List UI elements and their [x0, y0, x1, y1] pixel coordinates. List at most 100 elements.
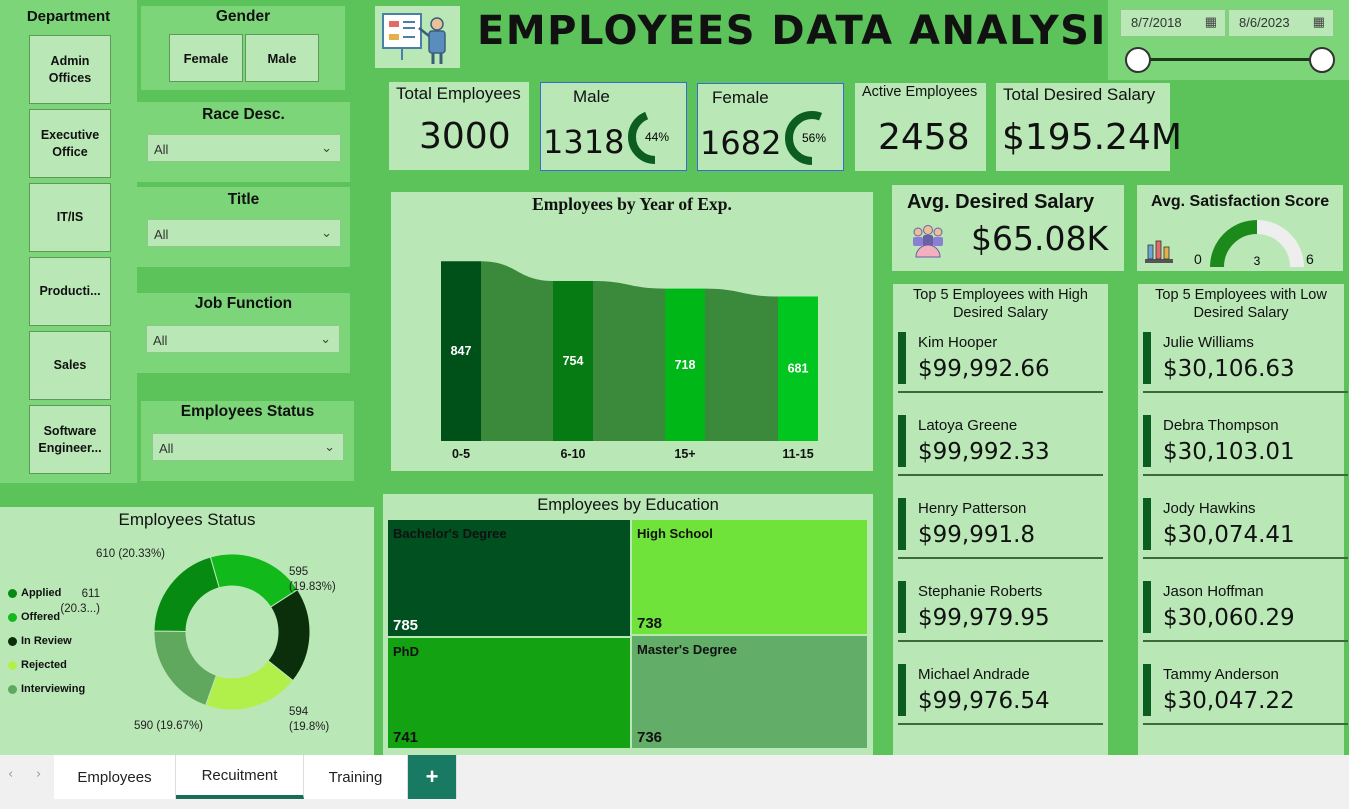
gender-slicer: Gender Female Male	[141, 6, 345, 90]
department-item-production[interactable]: Producti...	[29, 257, 111, 326]
calendar-icon: ▦	[1312, 14, 1325, 29]
education-category-label: Master's Degree	[637, 642, 737, 657]
status-legend-item[interactable]: Applied	[8, 587, 61, 599]
department-item-sales[interactable]: Sales	[29, 331, 111, 400]
experience-bar[interactable]	[778, 296, 818, 441]
active-employees-card: Active Employees 2458	[855, 83, 986, 171]
chevron-down-icon: ⌄	[321, 140, 332, 155]
employee-row: Jason Hoffman $30,060.29	[1143, 581, 1348, 643]
education-cell[interactable]: High School 738	[632, 520, 867, 634]
tab-scroll-left-icon[interactable]: ‹	[8, 767, 14, 782]
status-slice[interactable]	[153, 556, 220, 632]
add-page-button[interactable]: +	[408, 755, 457, 799]
gender-slicer-title: Gender	[215, 8, 271, 25]
education-cell[interactable]: PhD 741	[388, 638, 630, 748]
employee-row: Stephanie Roberts $99,979.95	[898, 581, 1103, 643]
lab-flasks-icon	[1145, 240, 1173, 263]
status-legend-item[interactable]: Offered	[8, 611, 60, 623]
experience-bar[interactable]	[441, 261, 481, 441]
employee-status-dropdown[interactable]: All ⌄	[152, 433, 344, 461]
tab-recruitment[interactable]: Recuitment	[176, 755, 304, 799]
employee-row-divider	[1143, 640, 1348, 642]
employee-row-marker	[898, 581, 906, 633]
presentation-icon	[375, 6, 460, 68]
male-label: Male	[573, 87, 610, 106]
race-slicer-title: Race Desc.	[202, 106, 285, 123]
employee-row: Debra Thompson $30,103.01	[1143, 415, 1348, 477]
education-value-label: 741	[393, 729, 419, 746]
date-slider-start-handle[interactable]	[1125, 47, 1151, 73]
education-value-label: 736	[637, 729, 663, 746]
male-card[interactable]: Male 1318 44%	[540, 82, 687, 171]
race-dropdown-value: All	[154, 142, 169, 157]
male-gauge-arc	[628, 110, 682, 164]
education-value-label: 738	[637, 615, 663, 632]
experience-tick-label: 15+	[674, 447, 695, 461]
experience-bar[interactable]	[665, 288, 705, 441]
chevron-down-icon: ⌄	[320, 331, 331, 346]
department-slicer-title: Department	[26, 8, 111, 25]
male-pct: 44%	[645, 130, 669, 144]
status-legend-item[interactable]: Interviewing	[8, 683, 85, 695]
status-legend-item[interactable]: In Review	[8, 635, 72, 647]
department-item-admin[interactable]: Admin Offices	[29, 35, 111, 104]
experience-chart-card: Employees by Year of Exp. 847 0-5 754 6-10 7…	[391, 192, 873, 471]
job-function-dropdown[interactable]: All ⌄	[146, 325, 340, 353]
legend-dot-icon	[8, 612, 17, 622]
employee-row-marker	[1143, 581, 1151, 633]
team-icon	[913, 225, 943, 258]
status-legend-label: Rejected	[21, 659, 67, 671]
department-item-it[interactable]: IT/IS	[29, 183, 111, 252]
start-date-input[interactable]: 8/7/2018 ▦	[1120, 9, 1226, 37]
status-slice[interactable]	[153, 630, 218, 707]
avg-desired-salary-value: $65.08K	[971, 219, 1109, 258]
employee-salary: $30,106.63	[1163, 356, 1295, 382]
title-dropdown[interactable]: All ⌄	[147, 219, 341, 247]
satisfaction-min: 0	[1194, 251, 1202, 267]
employee-status-chart-title: Employees Status	[118, 510, 256, 529]
status-legend-label: In Review	[21, 635, 72, 647]
status-legend-item[interactable]: Rejected	[8, 659, 67, 671]
education-cell[interactable]: Master's Degree 736	[632, 636, 867, 748]
experience-data-label: 847	[451, 344, 472, 358]
female-card[interactable]: Female 1682 56%	[697, 83, 844, 171]
experience-data-label: 754	[563, 354, 584, 368]
date-slider-end-handle[interactable]	[1309, 47, 1335, 73]
end-date-input[interactable]: 8/6/2023 ▦	[1228, 9, 1334, 37]
satisfaction-gauge-fill	[1210, 220, 1258, 268]
race-slicer: Race Desc. All ⌄	[137, 102, 350, 182]
employee-row-marker	[898, 498, 906, 550]
race-dropdown[interactable]: All ⌄	[147, 134, 341, 162]
education-cell[interactable]: Bachelor's Degree 785	[388, 520, 630, 636]
department-item-software[interactable]: Software Engineer...	[29, 405, 111, 474]
employee-name: Latoya Greene	[918, 417, 1018, 434]
department-item-executive[interactable]: Executive Office	[29, 109, 111, 178]
tab-scroll-right-icon[interactable]: ›	[36, 767, 42, 782]
employee-name: Stephanie Roberts	[918, 583, 1043, 600]
total-desired-salary-label: Total Desired Salary	[1003, 85, 1156, 104]
experience-ribbon	[481, 261, 553, 441]
tab-employees[interactable]: Employees	[54, 755, 176, 799]
date-slider-track[interactable]	[1138, 58, 1323, 61]
title-dropdown-value: All	[154, 227, 169, 242]
gender-male-button[interactable]: Male	[245, 34, 319, 82]
education-chart-card: Employees by Education Bachelor's Degree…	[383, 494, 873, 755]
gender-female-button[interactable]: Female	[169, 34, 243, 82]
female-gauge-arc	[785, 111, 839, 165]
male-gauge: 44%	[628, 110, 682, 164]
status-data-label: 595 (19.83%)	[289, 566, 336, 593]
experience-ribbon	[593, 280, 665, 441]
employee-row-divider	[1143, 391, 1348, 393]
avg-desired-salary-label: Avg. Desired Salary	[907, 191, 1095, 213]
experience-chart-title: Employees by Year of Exp.	[532, 194, 732, 214]
employee-salary: $30,103.01	[1163, 439, 1295, 465]
tab-training[interactable]: Training	[304, 755, 408, 799]
top-low-salary-card: Top 5 Employees with Low Desired Salary …	[1138, 284, 1348, 755]
title-slicer: Title All ⌄	[137, 187, 350, 267]
job-function-dropdown-value: All	[153, 333, 168, 348]
legend-dot-icon	[8, 684, 17, 694]
experience-bar[interactable]	[553, 280, 593, 441]
status-data-label: 590 (19.67%)	[134, 720, 203, 732]
employee-row-marker	[898, 415, 906, 467]
total-desired-salary-value: $195.24M	[1002, 117, 1182, 158]
